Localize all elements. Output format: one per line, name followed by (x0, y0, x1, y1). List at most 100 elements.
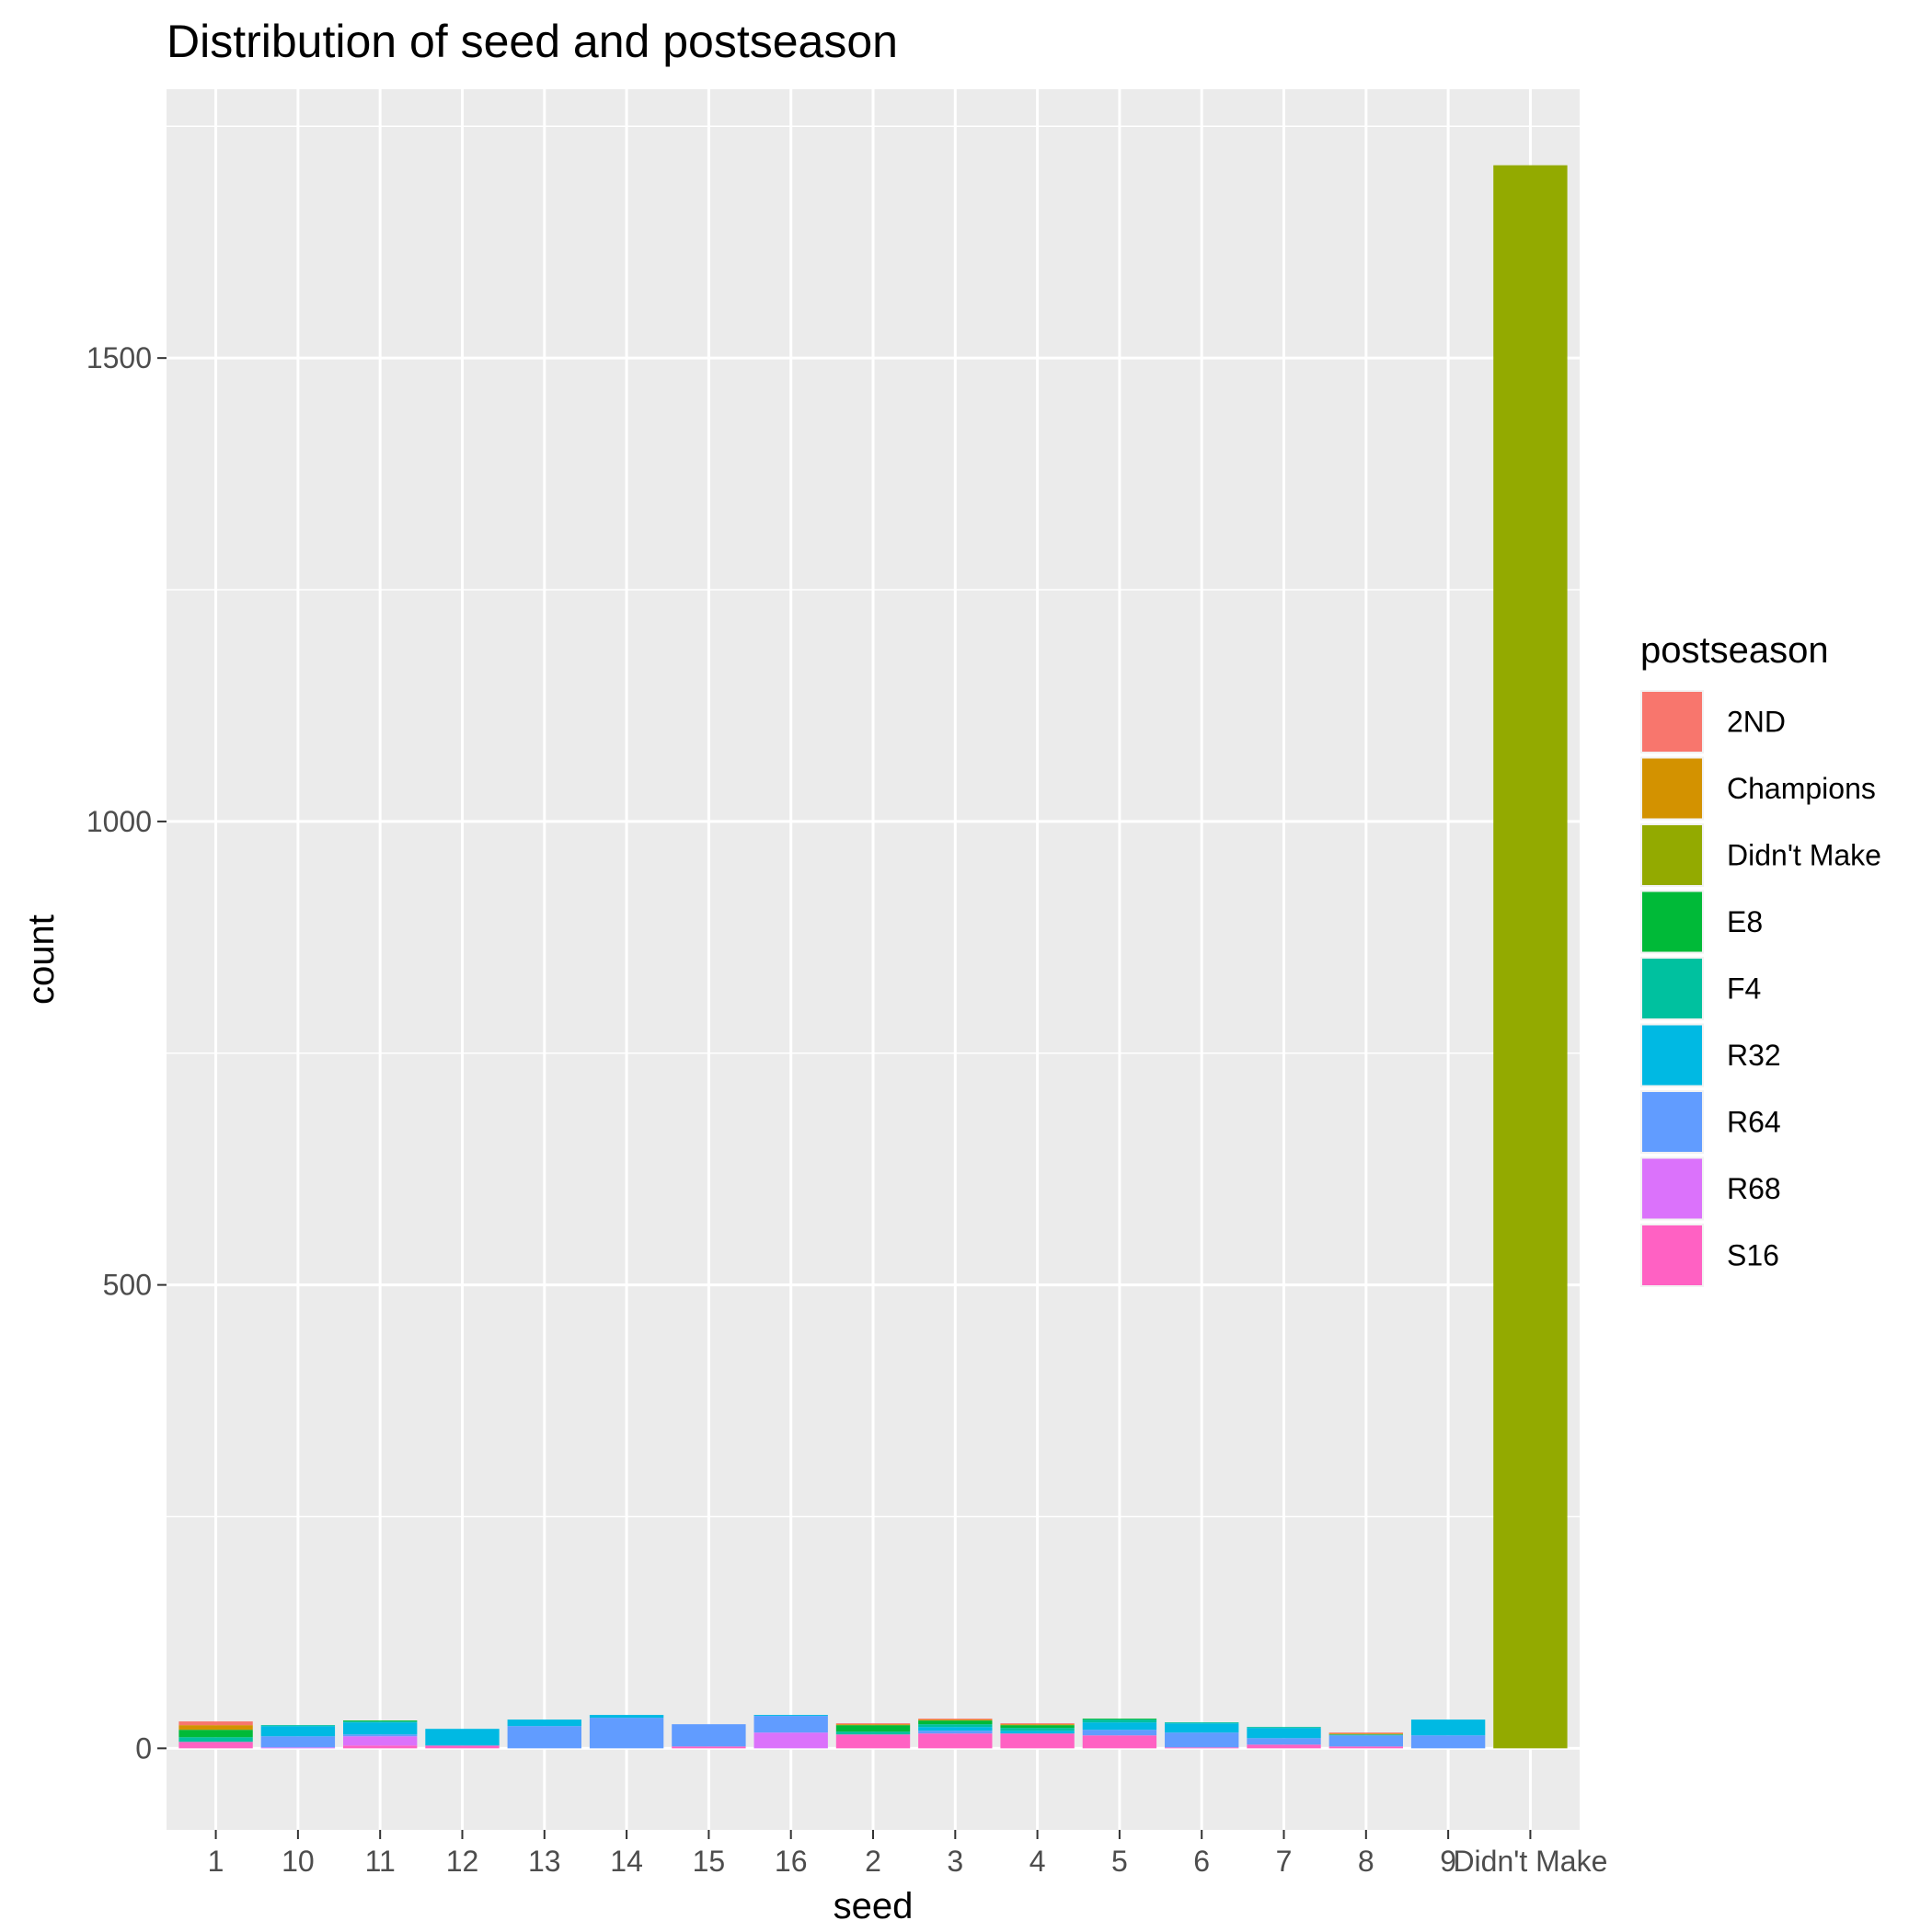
legend-label: R64 (1727, 1106, 1781, 1139)
bar-segment (1328, 1735, 1403, 1747)
legend-label: 2ND (1727, 706, 1786, 739)
bar-segment (1000, 1724, 1075, 1726)
bar-segment (343, 1734, 418, 1737)
bar-segment (1000, 1725, 1075, 1729)
legend-swatch (1642, 891, 1702, 952)
bar-segment (1165, 1732, 1239, 1748)
y-tick-label: 0 (135, 1731, 152, 1765)
bar-segment (1247, 1728, 1321, 1739)
y-tick-label: 1500 (86, 341, 152, 374)
legend-swatch (1642, 692, 1702, 752)
bar-segment (672, 1724, 746, 1747)
x-tick-label: 7 (1276, 1845, 1293, 1878)
legend-swatch (1642, 825, 1702, 885)
bar-segment (343, 1736, 418, 1746)
bar-segment (835, 1734, 911, 1749)
bar-segment (1328, 1732, 1403, 1734)
bar-segment (425, 1745, 500, 1749)
bar-segment (1082, 1719, 1157, 1723)
bar-segment (260, 1747, 336, 1749)
bar-segment (260, 1726, 336, 1737)
x-tick-label: 13 (528, 1845, 561, 1878)
legend-items: 2ND Champions Didn't Make E8 F4 R32 R64 R68 S16 (1640, 690, 1881, 1287)
bar-segment (918, 1733, 993, 1749)
bar-segment (1410, 1719, 1486, 1736)
bar-segment (343, 1745, 418, 1749)
legend-label: S16 (1727, 1239, 1779, 1272)
bar-segment (1410, 1735, 1486, 1749)
bar-segment (343, 1721, 418, 1723)
x-tick-label: 10 (282, 1845, 315, 1878)
legend-label: R32 (1727, 1039, 1781, 1072)
y-tick-label: 1000 (86, 805, 152, 838)
legend: postseason 2ND Champions Didn't Make E8 F4 R3… (1640, 630, 1881, 1287)
bar-segment (918, 1727, 993, 1731)
bar-segment (1000, 1728, 1075, 1731)
bar-segment (835, 1725, 911, 1732)
x-tick-label: 3 (947, 1845, 963, 1878)
legend-swatch (1642, 1225, 1702, 1285)
bar-segment (178, 1737, 253, 1742)
bar-segment (260, 1725, 336, 1727)
x-tick-label: 8 (1358, 1845, 1374, 1878)
x-tick-label: 12 (446, 1845, 479, 1878)
x-tick-label: 15 (693, 1845, 726, 1878)
x-tick-label: 16 (775, 1845, 808, 1878)
x-tick-label: 14 (610, 1845, 643, 1878)
bar-segment (918, 1731, 993, 1734)
bar-segment (1247, 1738, 1321, 1745)
bar-segment (1247, 1744, 1321, 1749)
bar-segment (1247, 1727, 1321, 1729)
legend-label: E8 (1727, 905, 1763, 938)
legend-label: Champions (1727, 772, 1876, 805)
bar-segment (178, 1721, 253, 1726)
x-axis-title: seed (834, 1886, 914, 1926)
x-tick-label: 11 (365, 1845, 396, 1878)
x-tick-label: 5 (1111, 1845, 1128, 1878)
bar-segment (1082, 1722, 1157, 1731)
bar-segment (918, 1719, 993, 1721)
bar-segment (1082, 1735, 1157, 1749)
legend-label: Didn't Make (1727, 839, 1881, 872)
bar-segment (1082, 1730, 1157, 1736)
y-axis: 0 500 1000 1500 (86, 341, 167, 1765)
bar-segment (753, 1716, 828, 1733)
bars (178, 165, 1568, 1749)
x-tick-label: 2 (865, 1845, 881, 1878)
bar-segment (507, 1719, 581, 1727)
bar-segment (178, 1742, 253, 1749)
x-tick-label: 9 (1440, 1845, 1456, 1878)
bar-segment (672, 1746, 746, 1749)
bar-segment (425, 1729, 500, 1746)
bar-segment (918, 1720, 993, 1725)
x-tick-label: 6 (1193, 1845, 1210, 1878)
bar-segment (1328, 1734, 1403, 1736)
bar-segment (753, 1732, 828, 1749)
bar-segment (1328, 1733, 1403, 1735)
bar-segment (918, 1724, 993, 1728)
bar-segment (260, 1736, 336, 1748)
x-tick-label: Didn't Make (1453, 1845, 1607, 1878)
legend-swatch (1642, 959, 1702, 1018)
bar-segment (1165, 1747, 1239, 1749)
bar-segment (835, 1731, 911, 1735)
bar-segment (343, 1720, 418, 1722)
x-tick-label: 4 (1029, 1845, 1046, 1878)
bar-segment (589, 1715, 664, 1719)
legend-label: R68 (1727, 1172, 1781, 1205)
legend-swatch (1642, 758, 1702, 819)
bar-segment (1165, 1722, 1239, 1724)
chart-title: Distribution of seed and postseason (167, 16, 898, 67)
legend-swatch (1642, 1025, 1702, 1086)
bar-segment (835, 1723, 911, 1725)
x-tick-label: 1 (208, 1845, 224, 1878)
legend-swatch (1642, 1092, 1702, 1152)
bar-segment (178, 1730, 253, 1738)
bar-segment (1000, 1723, 1075, 1725)
bar-segment (343, 1722, 418, 1735)
legend-title: postseason (1640, 630, 1829, 671)
grid-major (167, 89, 1580, 1830)
legend-swatch (1642, 1158, 1702, 1219)
